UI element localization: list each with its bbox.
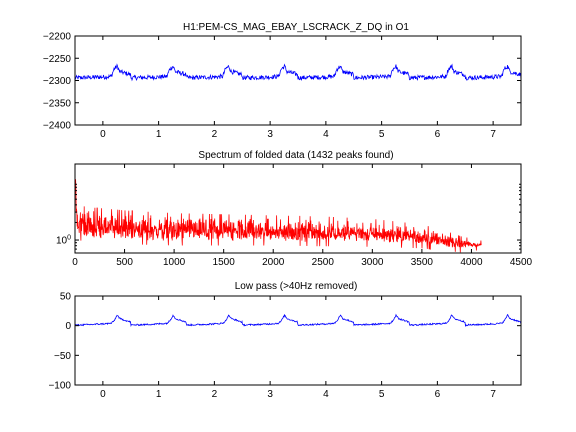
x-tick-label: 4000 [460, 257, 483, 268]
y-tick-label: −2400 [43, 121, 72, 132]
x-tick-label: 1500 [213, 257, 236, 268]
x-tick-label: 5 [379, 389, 385, 400]
x-tick-label: 2500 [312, 257, 335, 268]
axis-ticks: 0 1 2 3 4 5 6 7 −2200 −2250 −2300 −2350 −2400 [43, 32, 521, 140]
y-tick-label: 100 [56, 235, 71, 247]
x-tick-label: 0 [100, 129, 106, 140]
x-tick-label: 7 [490, 129, 496, 140]
panel-title: H1:PEM-CS_MAG_EBAY_LSCRACK_Z_DQ in O1 [183, 22, 409, 33]
panel-title: Spectrum of folded data (1432 peaks foun… [198, 150, 393, 161]
axis-ticks: 0 1 2 3 4 5 6 7 50 0 −50 −100 [48, 292, 521, 400]
x-tick-label: 3000 [361, 257, 384, 268]
x-tick-label: 1000 [163, 257, 186, 268]
panel-title: Low pass (>40Hz removed) [235, 281, 358, 292]
y-tick-label: −100 [48, 381, 71, 392]
x-tick-label: 2000 [262, 257, 285, 268]
x-tick-label: 3 [267, 389, 273, 400]
x-tick-label: 500 [116, 257, 133, 268]
panel-magnetometer-time-series: H1:PEM-CS_MAG_EBAY_LSCRACK_Z_DQ in O1 0 1… [43, 22, 522, 140]
axes-frame [74, 163, 522, 254]
plot-area [75, 313, 521, 328]
x-tick-label: 5 [379, 129, 385, 140]
y-tick-label: 0 [65, 321, 71, 332]
y-tick-label: −2200 [43, 32, 72, 43]
series-line [75, 179, 482, 253]
x-tick-label: 3500 [411, 257, 434, 268]
x-tick-label: 4500 [510, 257, 533, 268]
axis-ticks: 0 500 1000 1500 2000 2500 3000 3500 4000 4500 100 [56, 163, 533, 268]
plot-area [75, 179, 482, 253]
x-tick-label: 1 [156, 129, 162, 140]
x-tick-label: 0 [100, 389, 106, 400]
x-tick-label: 1 [156, 389, 162, 400]
y-tick-label: −2350 [43, 98, 72, 109]
x-tick-label: 6 [435, 389, 441, 400]
x-tick-label: 6 [435, 129, 441, 140]
y-tick-label: −2250 [43, 54, 72, 65]
plot-area [75, 63, 521, 82]
series-line [75, 63, 521, 82]
y-tick-label: −2300 [43, 76, 72, 87]
x-tick-label: 0 [72, 257, 78, 268]
x-tick-label: 3 [267, 129, 273, 140]
x-tick-label: 4 [323, 129, 329, 140]
x-tick-label: 7 [490, 389, 496, 400]
x-tick-label: 2 [212, 389, 218, 400]
y-tick-label: 50 [60, 292, 72, 303]
series-line [75, 313, 521, 328]
x-tick-label: 4 [323, 389, 329, 400]
panel-low-pass: Low pass (>40Hz removed) 0 1 2 3 4 5 6 7 50 0 −50 −… [48, 281, 522, 400]
panel-folded-spectrum: Spectrum of folded data (1432 peaks foun… [56, 150, 533, 268]
y-tick-label: −50 [54, 351, 71, 362]
x-tick-label: 2 [212, 129, 218, 140]
axes-frame [74, 295, 522, 386]
